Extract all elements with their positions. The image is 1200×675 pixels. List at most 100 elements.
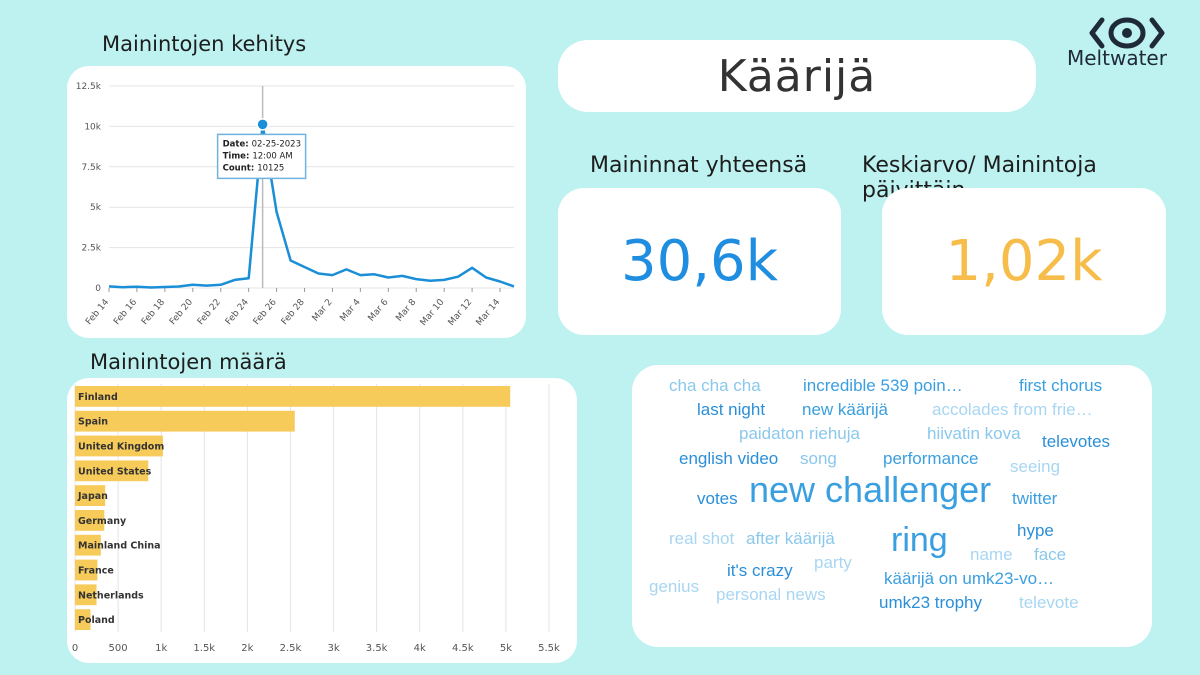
bar [75,386,511,407]
x-tick-label: Mar 8 [394,297,418,323]
total-mentions-card: 30,6k [558,188,841,335]
word-cloud-term[interactable]: first chorus [1019,375,1103,395]
meltwater-logo-icon [1089,17,1165,49]
x-tick-label: 3.5k [366,643,388,654]
x-tick-label: Feb 22 [196,298,223,328]
x-tick-label: Feb 16 [112,297,139,327]
x-tick-label: Feb 28 [280,297,307,327]
tooltip-row: Count: 10125 [223,163,285,173]
x-tick-label: 0 [72,643,78,654]
category-label: Finland [78,392,118,403]
category-label: France [78,566,114,577]
word-cloud-card [632,365,1152,647]
word-cloud-term[interactable]: paidaton riehuja [739,423,860,443]
bar [75,460,149,482]
word-cloud-term[interactable]: face [1034,544,1067,564]
word-cloud-term[interactable]: käärijä on umk23-vo… [884,568,1055,588]
category-label: Japan [77,491,108,502]
x-tick-label: 2.5k [280,643,302,654]
x-tick-label: 4.5k [452,643,474,654]
word-cloud-term[interactable]: accolades from frie… [932,399,1093,419]
total-mentions-label: Maininnat yhteensä [590,153,808,178]
word-cloud-term[interactable]: party [814,552,852,572]
category-label: United Kingdom [78,442,164,453]
x-tick-label: 3k [327,643,339,654]
x-tick-label: 5.5k [538,643,560,654]
peak-point-marker [256,118,269,131]
tooltip-row: Time: 12:00 AM [223,151,293,161]
word-cloud-term[interactable]: new challenger [749,468,992,510]
category-label: Spain [78,417,108,428]
meltwater-logo-text: Meltwater [1067,46,1167,70]
bar-chart-title: Mainintojen määrä [90,350,287,374]
x-tick-label: Mar 12 [447,298,475,328]
page-title: Käärijä [717,50,877,102]
category-label: Germany [78,516,127,527]
mentions-trend-card: 0 2.5k 5k 7.5k 10k 12.5k Feb 14 Feb 16 Feb 18 Feb… [67,66,526,338]
word-cloud-term[interactable]: it's crazy [727,560,793,580]
word-cloud-term[interactable]: ring [891,520,948,559]
word-cloud-term[interactable]: new käärijä [802,399,888,419]
word-cloud-term[interactable]: personal news [716,584,826,604]
word-cloud-term[interactable]: televotes [1042,431,1111,451]
bar [75,485,106,506]
tooltip-row: Date: 02-25-2023 [223,139,301,149]
x-tick-label: Feb 24 [224,297,251,327]
bar [75,584,97,606]
word-cloud-term[interactable]: votes [697,488,738,508]
x-tick-label: Feb 26 [252,297,279,327]
y-tick-label: 7.5k [81,163,101,173]
word-cloud-term[interactable]: real shot [669,528,735,548]
word-cloud-term[interactable]: last night [697,399,766,419]
x-tick-label: 1.5k [193,643,215,654]
mentions-bar-chart[interactable]: 0 500 1k 1.5k 2k 2.5k 3k 3.5k 4k 4.5k 5k 5.5k Finlan… [67,378,577,663]
category-label: United States [78,466,152,477]
word-cloud-term[interactable]: name [970,544,1013,564]
y-tick-label: 0 [95,284,101,294]
word-cloud-term[interactable]: song [800,448,837,468]
category-label: Poland [78,615,115,626]
word-cloud-term[interactable]: umk23 trophy [879,592,982,612]
x-tick-label: Mar 14 [475,297,503,328]
y-tick-label: 10k [84,122,101,132]
word-cloud-term[interactable]: english video [679,448,779,468]
y-tick-label: 2.5k [81,244,101,254]
word-cloud-term[interactable]: seeing [1010,456,1061,476]
x-tick-label: 4k [414,643,426,654]
name-header-card: Käärijä [558,40,1036,112]
word-cloud-term[interactable]: genius [649,576,700,596]
bar [75,609,91,630]
series-line [108,123,515,289]
x-tick-label: 5k [500,643,512,654]
bar [75,559,98,581]
word-cloud-term[interactable]: after käärijä [746,528,835,548]
total-mentions-value: 30,6k [620,229,779,294]
bar [75,410,295,432]
word-cloud-term[interactable]: hype [1017,520,1054,540]
x-tick-label: Mar 6 [367,297,391,323]
bar [75,510,105,531]
category-label: Netherlands [78,590,144,601]
line-chart-title: Mainintojen kehitys [102,32,307,56]
y-tick-label: 5k [90,203,102,213]
x-tick-label: Feb 14 [84,297,111,327]
word-cloud-term[interactable]: twitter [1012,488,1058,508]
word-cloud-term[interactable]: performance [883,448,979,468]
x-tick-label: Feb 20 [168,297,195,327]
x-tick-label: 1k [155,643,167,654]
mentions-by-country-card: 0 500 1k 1.5k 2k 2.5k 3k 3.5k 4k 4.5k 5k 5.5k Finlan… [67,378,577,663]
x-tick-label: Mar 2 [311,298,335,324]
word-cloud-term[interactable]: hiivatin kova [927,423,1021,443]
bar [75,534,101,556]
word-cloud-term[interactable]: incredible 539 poin… [803,375,963,395]
y-tick-label: 12.5k [76,82,102,92]
category-label: Mainland China [78,541,161,552]
bar [75,435,163,457]
x-tick-label: 2k [241,643,253,654]
word-cloud-term[interactable]: cha cha cha [669,375,761,395]
x-tick-label: 500 [109,643,128,654]
word-cloud-term[interactable]: televote [1019,592,1079,612]
x-tick-label: Feb 18 [140,297,167,327]
x-tick-label: Mar 10 [419,297,447,328]
